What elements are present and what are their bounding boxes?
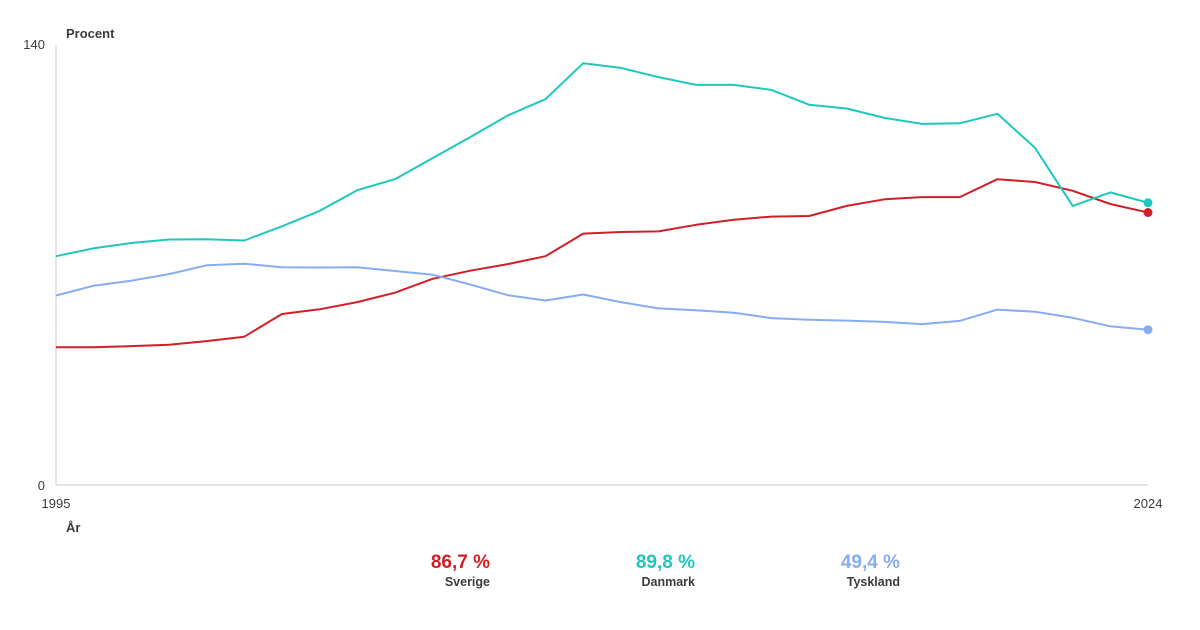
x-tick-label-end: 2024 [1134, 496, 1163, 511]
legend-value-tyskland: 49,4 % [840, 552, 900, 573]
value-legend: 86,7 % Sverige 89,8 % Danmark 49,4 % Tys… [0, 552, 1200, 602]
legend-item-sverige: 86,7 % Sverige [380, 552, 490, 590]
series-line-sverige [56, 178, 1149, 349]
y-tick-label-min: 0 [38, 478, 45, 493]
series-end-point-danmark [1143, 198, 1153, 208]
legend-label-danmark: Danmark [641, 575, 696, 589]
legend-label-sverige: Sverige [444, 575, 490, 589]
x-axis-title: År [66, 520, 80, 535]
x-tick-label-start: 1995 [42, 496, 71, 511]
series-end-point-tyskland [1143, 325, 1153, 335]
legend-value-sverige: 86,7 % [430, 552, 490, 573]
series-line-danmark [55, 62, 1149, 258]
line-chart: Procent 140 0 1995 2024 År [23, 26, 1162, 535]
legend-item-tyskland: 49,4 % Tyskland [790, 552, 900, 590]
y-axis-title: Procent [66, 26, 115, 41]
y-tick-label-max: 140 [23, 37, 45, 52]
legend-label-tyskland: Tyskland [846, 575, 900, 589]
legend-value-danmark: 89,8 % [635, 552, 695, 573]
series-line-tyskland [55, 262, 1149, 331]
legend-item-danmark: 89,8 % Danmark [585, 552, 695, 590]
series-end-point-sverige [1143, 208, 1153, 217]
series-layer [55, 62, 1153, 349]
chart-axes: Procent 140 0 1995 2024 År [23, 26, 1162, 535]
